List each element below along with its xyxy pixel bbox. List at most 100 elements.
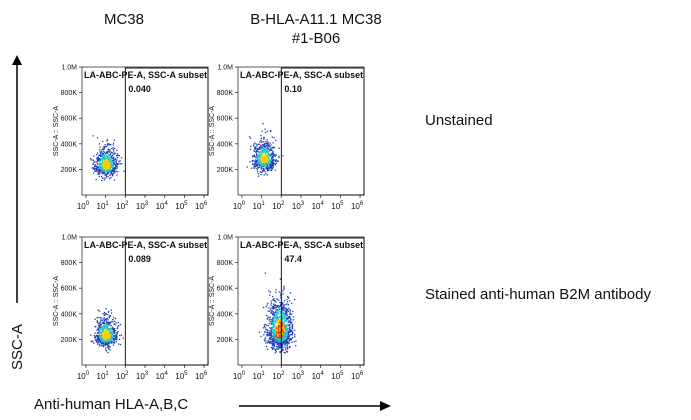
event-dot <box>275 314 278 316</box>
event-dot <box>271 160 274 162</box>
event-dot <box>120 157 123 159</box>
event-dot <box>101 345 104 347</box>
event-dot <box>105 170 107 173</box>
event-dot <box>262 156 264 158</box>
event-dot <box>253 147 256 149</box>
event-dot <box>267 153 269 155</box>
event-dot <box>104 166 106 168</box>
event-dot <box>115 160 117 163</box>
event-dot <box>266 161 268 163</box>
event-dot <box>107 169 109 171</box>
y-tick-label: 800K <box>61 90 78 97</box>
event-dot <box>111 147 113 150</box>
event-dot <box>99 159 101 162</box>
event-dot <box>109 165 111 168</box>
x-tick-label: 102 <box>272 201 285 211</box>
event-dot <box>104 344 106 347</box>
event-dot <box>272 319 274 322</box>
event-dot <box>113 339 115 341</box>
x-tick-label: 102 <box>116 371 129 381</box>
event-dot <box>272 308 274 310</box>
event-dot <box>101 155 104 157</box>
event-dot <box>103 163 106 166</box>
event-dot <box>110 161 112 164</box>
event-dot <box>108 151 111 153</box>
event-dot <box>266 164 269 167</box>
event-dot <box>285 318 287 320</box>
event-dot <box>112 144 114 146</box>
event-dot <box>279 337 282 339</box>
event-dot-peak <box>281 322 283 325</box>
event-dot <box>255 152 258 154</box>
event-dot <box>282 155 284 157</box>
event-dot <box>108 158 110 160</box>
event-dot <box>270 329 272 332</box>
event-dot <box>271 331 273 334</box>
event-dot <box>99 161 101 163</box>
event-dot <box>259 171 262 173</box>
event-dot <box>111 152 114 154</box>
event-dot <box>290 322 292 324</box>
event-dot <box>267 325 270 327</box>
event-dot <box>264 164 266 166</box>
event-dot <box>102 330 104 332</box>
event-dot <box>275 338 277 341</box>
event-dot <box>257 150 259 153</box>
event-dot <box>98 159 101 161</box>
event-dot <box>100 152 102 154</box>
event-dot <box>285 320 288 322</box>
event-dot <box>271 319 273 321</box>
event-dot-peak <box>277 327 280 329</box>
event-dot <box>103 168 105 171</box>
event-dot <box>272 150 274 152</box>
event-dot <box>100 332 102 334</box>
event-dot <box>281 303 284 305</box>
event-dot <box>101 335 103 337</box>
flow-plot-hla-a11-stained: 200K 400K 600K 800K 1.0M 100 101 102 103 104 105 10… <box>206 225 366 385</box>
x-tick-label: 103 <box>292 201 305 211</box>
event-dot <box>258 152 261 154</box>
event-dot <box>109 150 111 152</box>
event-dot <box>257 166 259 169</box>
event-dot <box>101 162 104 164</box>
event-dot <box>103 167 105 170</box>
event-dot <box>109 167 111 170</box>
event-dot <box>266 143 269 146</box>
event-dot <box>117 154 119 156</box>
event-dot <box>108 143 110 145</box>
event-dot <box>263 174 265 176</box>
event-dot <box>270 332 272 334</box>
event-dot <box>258 160 260 163</box>
event-dot <box>103 151 106 153</box>
event-dot <box>261 168 263 170</box>
event-dot <box>108 310 110 313</box>
event-dot <box>286 345 288 347</box>
y-tick-label: 1.0M <box>217 65 233 72</box>
event-dot <box>274 324 276 326</box>
event-dot <box>108 343 110 345</box>
event-dot <box>274 300 276 302</box>
event-dot <box>263 334 265 336</box>
event-dot <box>274 163 276 165</box>
y-tick-label: 800K <box>61 260 78 267</box>
event-dot <box>107 172 109 174</box>
event-dot <box>278 345 280 347</box>
event-dot <box>112 336 114 338</box>
event-dot-peak <box>279 332 281 334</box>
event-dot <box>106 337 108 340</box>
event-dot <box>111 337 113 339</box>
event-dot <box>256 155 258 157</box>
event-dot <box>284 312 287 315</box>
event-dot <box>259 164 261 167</box>
event-dot <box>283 326 285 328</box>
event-dot <box>273 347 275 349</box>
event-dot <box>109 163 111 166</box>
event-dot <box>111 154 114 156</box>
event-dot <box>289 292 292 294</box>
event-dot <box>255 165 258 167</box>
event-dot <box>266 145 268 147</box>
event-dot <box>107 311 110 313</box>
event-dot <box>268 157 270 160</box>
event-dot <box>107 173 109 175</box>
event-dot <box>276 319 278 321</box>
